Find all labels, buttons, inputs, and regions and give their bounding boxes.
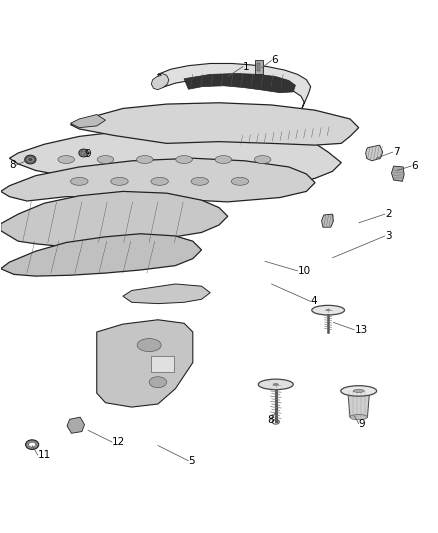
Text: 7: 7 (393, 147, 399, 157)
Ellipse shape (350, 415, 367, 420)
Bar (257, 63, 261, 71)
Text: 1: 1 (243, 61, 250, 71)
Text: 11: 11 (38, 450, 51, 460)
Text: 3: 3 (385, 231, 392, 241)
Ellipse shape (312, 305, 345, 315)
Polygon shape (366, 145, 383, 161)
Ellipse shape (191, 177, 208, 185)
Ellipse shape (254, 156, 271, 164)
Ellipse shape (353, 390, 364, 392)
Ellipse shape (71, 177, 88, 185)
Text: 9: 9 (85, 149, 91, 159)
Polygon shape (321, 214, 333, 227)
Polygon shape (123, 284, 210, 304)
Text: 13: 13 (354, 325, 367, 335)
Text: 4: 4 (311, 296, 317, 306)
Ellipse shape (58, 156, 74, 164)
Polygon shape (1, 191, 228, 247)
Text: 6: 6 (272, 55, 278, 66)
Polygon shape (97, 320, 193, 407)
Text: 9: 9 (359, 419, 365, 429)
Ellipse shape (25, 155, 36, 164)
Text: 6: 6 (411, 161, 418, 171)
Ellipse shape (258, 379, 293, 390)
Ellipse shape (111, 177, 128, 185)
Polygon shape (10, 128, 341, 187)
Text: 12: 12 (112, 437, 125, 447)
Ellipse shape (326, 310, 330, 311)
Text: 8: 8 (9, 160, 16, 170)
Ellipse shape (176, 156, 192, 164)
Polygon shape (1, 234, 201, 276)
Polygon shape (71, 115, 106, 128)
Ellipse shape (81, 151, 86, 155)
Polygon shape (158, 63, 311, 108)
Polygon shape (71, 103, 359, 145)
Bar (151, 356, 174, 372)
Ellipse shape (27, 157, 34, 162)
Polygon shape (184, 74, 295, 93)
Ellipse shape (149, 377, 166, 387)
Ellipse shape (97, 156, 114, 164)
Ellipse shape (151, 177, 168, 185)
Ellipse shape (231, 177, 249, 185)
Ellipse shape (28, 442, 35, 447)
Ellipse shape (341, 386, 377, 396)
Ellipse shape (273, 384, 279, 385)
Polygon shape (67, 417, 85, 433)
Ellipse shape (79, 149, 88, 157)
Polygon shape (151, 74, 169, 90)
Ellipse shape (28, 158, 32, 161)
Ellipse shape (25, 440, 39, 449)
Polygon shape (1, 158, 315, 202)
Text: 5: 5 (188, 456, 195, 466)
Ellipse shape (137, 338, 161, 352)
Text: 8: 8 (267, 415, 274, 425)
Polygon shape (392, 166, 404, 181)
Text: 10: 10 (297, 266, 311, 276)
Ellipse shape (137, 156, 153, 164)
Text: 2: 2 (385, 209, 392, 219)
Polygon shape (348, 391, 370, 417)
Ellipse shape (215, 156, 232, 164)
Bar (255, 60, 263, 74)
